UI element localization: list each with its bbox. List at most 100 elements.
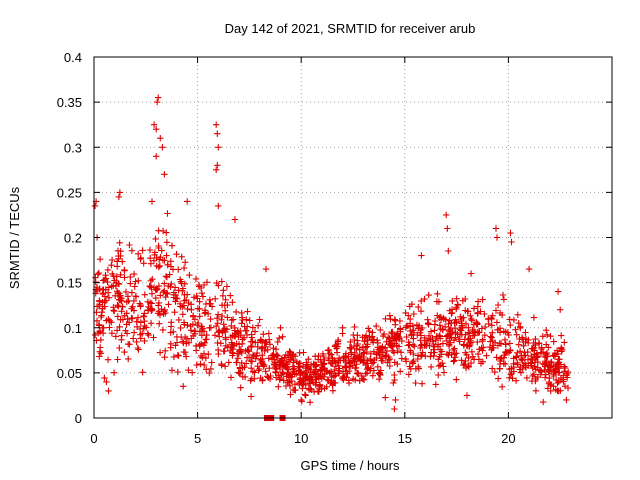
data-point bbox=[256, 316, 263, 323]
data-point bbox=[465, 324, 472, 331]
data-point bbox=[491, 368, 498, 376]
data-point bbox=[147, 277, 155, 284]
data-point bbox=[292, 387, 299, 394]
data-point bbox=[377, 326, 384, 334]
data-point bbox=[496, 329, 504, 336]
data-point bbox=[369, 329, 376, 336]
data-point bbox=[213, 166, 220, 173]
grid bbox=[94, 57, 612, 418]
data-point bbox=[305, 363, 313, 371]
data-point bbox=[97, 344, 104, 351]
data-point bbox=[198, 289, 205, 297]
data-point bbox=[161, 171, 168, 178]
data-point bbox=[281, 354, 288, 361]
data-point bbox=[163, 239, 171, 246]
data-point bbox=[386, 312, 393, 319]
data-point bbox=[332, 379, 339, 387]
data-point bbox=[116, 323, 123, 330]
data-point bbox=[306, 373, 313, 380]
data-point bbox=[500, 296, 508, 303]
data-point bbox=[514, 311, 521, 318]
data-point bbox=[557, 387, 564, 394]
data-point bbox=[481, 332, 488, 339]
data-point bbox=[108, 330, 116, 337]
data-point bbox=[286, 348, 293, 355]
data-point bbox=[220, 321, 227, 328]
data-point bbox=[300, 349, 307, 356]
data-point bbox=[512, 377, 520, 384]
data-point bbox=[111, 307, 118, 315]
data-point bbox=[502, 360, 509, 368]
data-point bbox=[224, 344, 231, 351]
data-point bbox=[274, 338, 281, 346]
data-point bbox=[121, 274, 128, 281]
data-point bbox=[183, 340, 190, 347]
data-point bbox=[450, 358, 457, 365]
data-point bbox=[339, 368, 347, 375]
data-point bbox=[215, 144, 222, 151]
data-point bbox=[366, 328, 373, 335]
data-point bbox=[222, 296, 229, 303]
data-point bbox=[507, 371, 514, 378]
data-point bbox=[489, 329, 496, 336]
data-point bbox=[214, 320, 221, 327]
data-point bbox=[518, 355, 525, 363]
data-point bbox=[266, 365, 273, 372]
data-point bbox=[445, 320, 452, 328]
data-point bbox=[453, 304, 460, 311]
data-point bbox=[189, 369, 196, 376]
data-point bbox=[184, 322, 191, 329]
y-tick-label: 0.4 bbox=[64, 50, 82, 65]
data-point bbox=[467, 312, 474, 319]
data-point bbox=[193, 361, 200, 369]
data-point bbox=[462, 349, 469, 356]
data-point bbox=[440, 369, 448, 376]
data-point bbox=[141, 291, 148, 298]
data-point bbox=[370, 367, 378, 374]
data-point bbox=[467, 359, 475, 367]
data-point bbox=[557, 345, 565, 352]
data-point bbox=[515, 341, 522, 348]
data-point bbox=[184, 198, 191, 205]
data-point bbox=[449, 297, 456, 305]
data-point bbox=[133, 338, 140, 346]
data-point bbox=[108, 262, 115, 269]
data-point bbox=[460, 342, 468, 349]
data-point bbox=[240, 334, 248, 341]
data-point bbox=[412, 379, 419, 387]
data-point bbox=[181, 280, 188, 287]
data-point bbox=[508, 238, 515, 246]
data-point bbox=[462, 364, 470, 372]
data-point bbox=[363, 366, 371, 373]
data-point bbox=[414, 352, 422, 359]
data-point bbox=[139, 330, 146, 337]
data-point bbox=[148, 290, 156, 297]
data-point bbox=[347, 345, 354, 352]
data-point bbox=[320, 361, 327, 368]
data-point bbox=[430, 340, 437, 348]
data-point bbox=[260, 331, 267, 338]
data-point bbox=[175, 266, 182, 273]
data-point bbox=[136, 300, 143, 307]
data-point bbox=[243, 316, 250, 323]
data-point bbox=[334, 343, 341, 350]
data-point bbox=[479, 347, 486, 354]
data-point bbox=[405, 371, 412, 378]
data-point bbox=[133, 318, 140, 325]
data-point bbox=[447, 331, 454, 338]
data-point bbox=[127, 280, 134, 287]
data-point bbox=[489, 337, 496, 345]
data-point bbox=[283, 364, 291, 371]
data-point bbox=[522, 329, 529, 336]
data-point bbox=[412, 365, 420, 372]
data-point bbox=[163, 229, 170, 236]
data-point bbox=[479, 296, 486, 303]
data-point bbox=[244, 323, 251, 330]
data-point bbox=[106, 317, 113, 324]
data-point bbox=[164, 290, 171, 298]
data-point bbox=[531, 347, 538, 354]
data-point bbox=[161, 354, 168, 361]
data-point bbox=[425, 332, 433, 339]
data-point bbox=[124, 293, 132, 300]
data-point bbox=[391, 405, 398, 413]
